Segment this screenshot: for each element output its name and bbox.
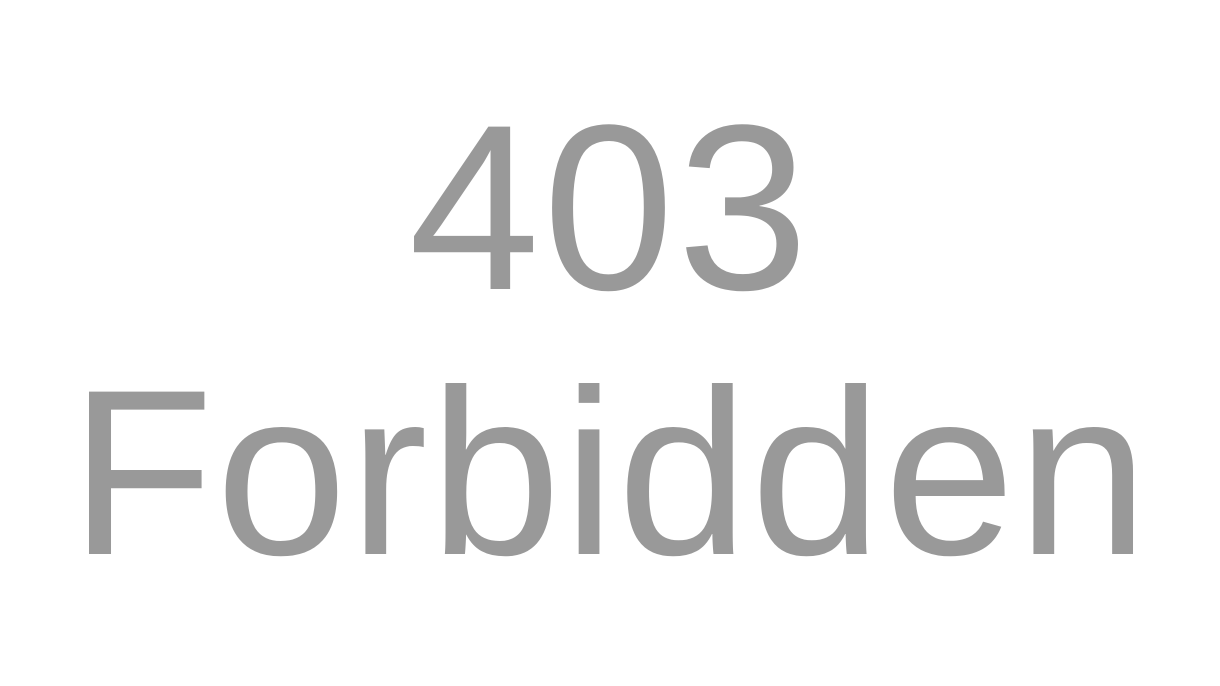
error-message: Forbidden [69, 341, 1151, 605]
error-code: 403 [408, 76, 812, 340]
